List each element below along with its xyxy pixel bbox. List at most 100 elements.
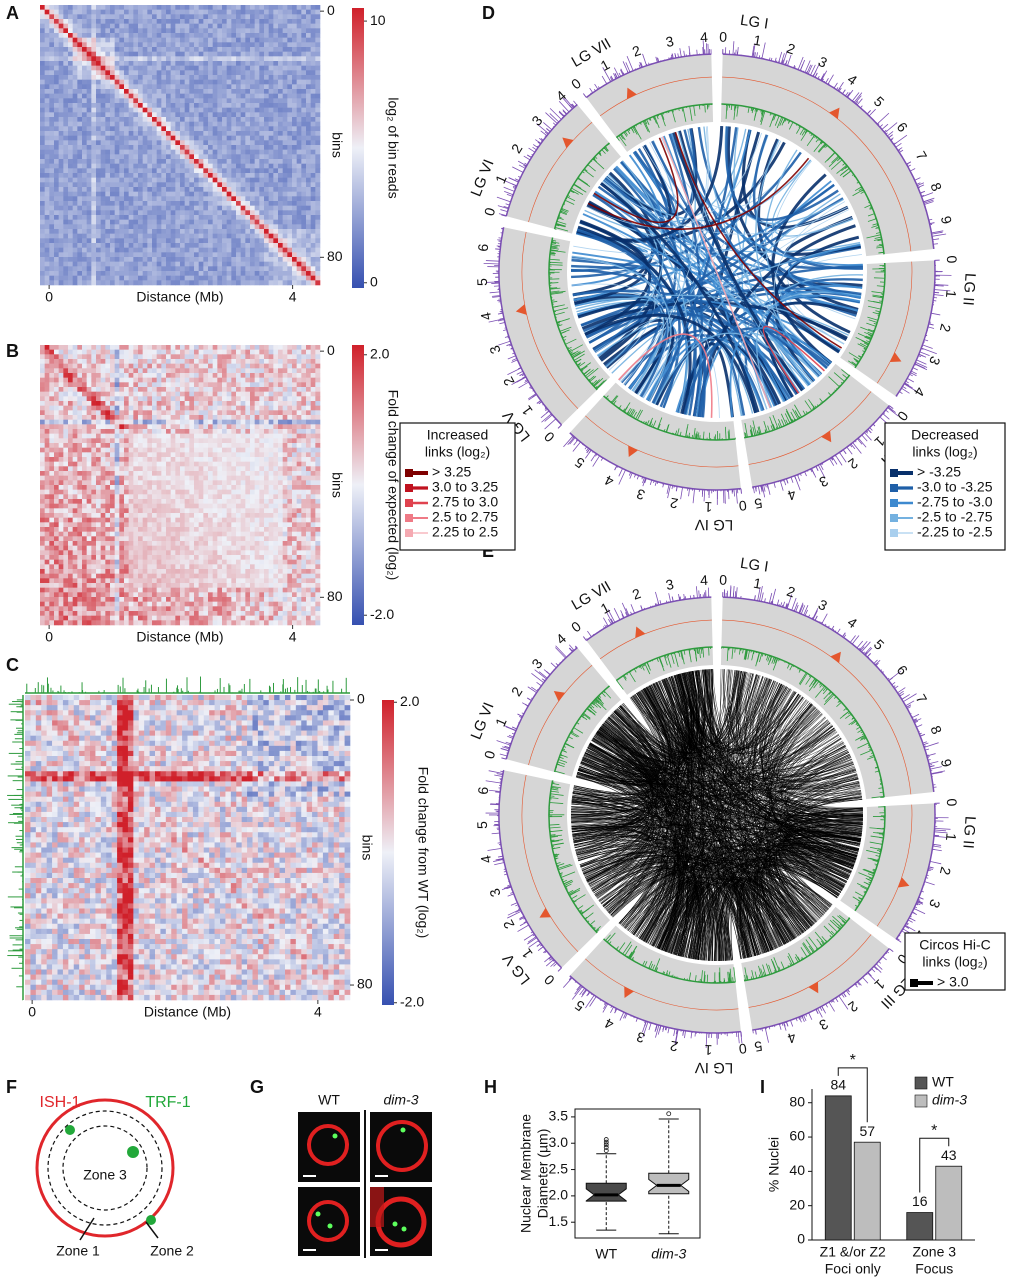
heatmap-cell (287, 98, 293, 104)
heatmap-cell (217, 177, 223, 183)
heatmap-cell (208, 65, 213, 71)
heatmap-cell (82, 154, 87, 160)
heatmap-cell (268, 70, 274, 76)
heatmap-cell (86, 61, 92, 66)
heatmap-cell (287, 205, 293, 211)
heatmap-cell (91, 396, 97, 402)
heatmap-cell (128, 201, 134, 206)
heatmap-cell (259, 56, 265, 62)
heatmap-cell (254, 275, 260, 281)
heatmap-cell (273, 14, 279, 20)
heatmap-cell (254, 243, 260, 248)
heatmap-cell (110, 391, 115, 397)
heatmap-cell (40, 280, 45, 286)
heatmap-cell (236, 112, 241, 118)
heatmap-cell (110, 191, 115, 197)
heatmap-cell (175, 266, 181, 272)
heatmap-cell (133, 177, 139, 183)
heatmap-cell (100, 387, 106, 392)
heatmap-cell (208, 140, 213, 146)
heatmap-cell (58, 275, 64, 281)
heatmap-cell (175, 103, 181, 108)
heatmap-cell (310, 47, 316, 52)
heatmap-cell (259, 121, 265, 127)
heatmap-cell (77, 51, 83, 57)
heatmap-cell (124, 159, 129, 164)
heatmap-cell (170, 75, 176, 80)
heatmap-cell (110, 368, 115, 374)
heatmap-cell (156, 9, 162, 15)
heatmap-cell (119, 154, 125, 160)
heatmap-cell (203, 247, 209, 253)
heatmap-cell (194, 168, 199, 174)
heatmap-cell (77, 47, 83, 52)
heatmap-cell (264, 47, 269, 52)
heatmap-cell (306, 257, 311, 262)
heatmap-cell (315, 65, 321, 71)
heatmap-cell (212, 401, 218, 406)
heatmap-cell (128, 396, 134, 402)
heatmap-cell (268, 126, 274, 132)
heatmap-cell (40, 233, 45, 239)
heatmap-cell (72, 349, 78, 355)
heatmap-cell (226, 396, 232, 402)
heatmap-cell (100, 377, 106, 383)
heatmap-cell (40, 419, 45, 425)
heatmap-cell (77, 149, 83, 155)
heatmap-cell (217, 391, 223, 397)
heatmap-cell (217, 359, 223, 364)
heatmap-cell (264, 145, 269, 150)
heatmap-cell (142, 373, 148, 378)
heatmap-cell (292, 387, 297, 392)
heatmap-cell (259, 261, 265, 267)
heatmap-cell (287, 410, 293, 416)
heatmap-cell (273, 89, 279, 94)
heatmap-cell (212, 56, 218, 62)
heatmap-cell (292, 410, 297, 416)
heatmap-cell (184, 359, 190, 364)
heatmap-cell (133, 33, 139, 38)
heatmap-cell (315, 280, 321, 286)
heatmap-cell (124, 168, 129, 174)
heatmap-cell (217, 75, 223, 80)
heatmap-cell (292, 438, 297, 444)
heatmap-cell (152, 89, 157, 94)
heatmap-cell (278, 401, 283, 406)
heatmap-cell (236, 415, 241, 420)
heatmap-cell (208, 224, 213, 230)
heatmap-cell (180, 51, 185, 57)
heatmap-cell (72, 42, 78, 48)
heatmap-cell (301, 354, 307, 360)
heatmap-cell (128, 229, 134, 234)
heatmap-cell (91, 33, 97, 38)
heatmap-cell (184, 89, 190, 94)
heatmap-cell (82, 201, 87, 206)
heatmap-cell (166, 14, 171, 20)
heatmap-cell (142, 149, 148, 155)
heatmap-cell (156, 149, 162, 155)
heatmap-cell (282, 424, 288, 430)
heatmap-cell (240, 19, 246, 24)
heatmap-cell (194, 377, 199, 383)
heatmap-cell (240, 37, 246, 43)
heatmap-cell (222, 373, 227, 378)
heatmap-cell (105, 145, 111, 150)
heatmap-cell (175, 354, 181, 360)
heatmap-cell (77, 112, 83, 118)
heatmap-cell (124, 117, 129, 122)
heatmap-cell (310, 14, 316, 20)
heatmap-cell (77, 168, 83, 174)
heatmap-cell (203, 443, 209, 448)
heatmap-cell (222, 140, 227, 146)
heatmap-cell (198, 238, 204, 244)
heatmap-cell (236, 84, 241, 90)
heatmap-cell (194, 238, 199, 244)
heatmap-cell (236, 373, 241, 378)
heatmap-cell (91, 266, 97, 272)
heatmap-cell (301, 42, 307, 48)
heatmap-cell (198, 107, 204, 113)
heatmap-cell (296, 149, 302, 155)
heatmap-cell (296, 93, 302, 99)
heatmap-cell (278, 5, 283, 10)
heatmap-cell (58, 405, 64, 411)
